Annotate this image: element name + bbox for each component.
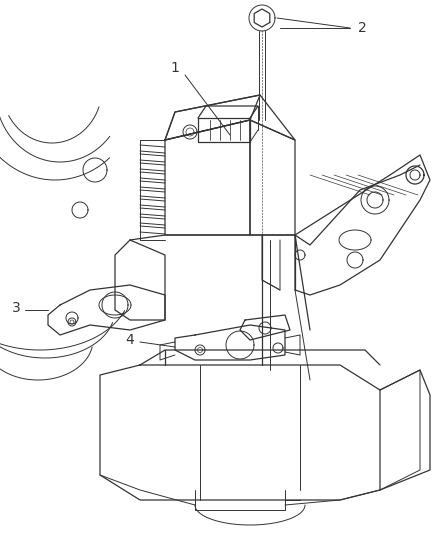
Text: 4: 4 — [126, 333, 134, 347]
Text: 2: 2 — [357, 21, 366, 35]
Text: 3: 3 — [12, 301, 21, 315]
Text: 1: 1 — [170, 61, 180, 75]
